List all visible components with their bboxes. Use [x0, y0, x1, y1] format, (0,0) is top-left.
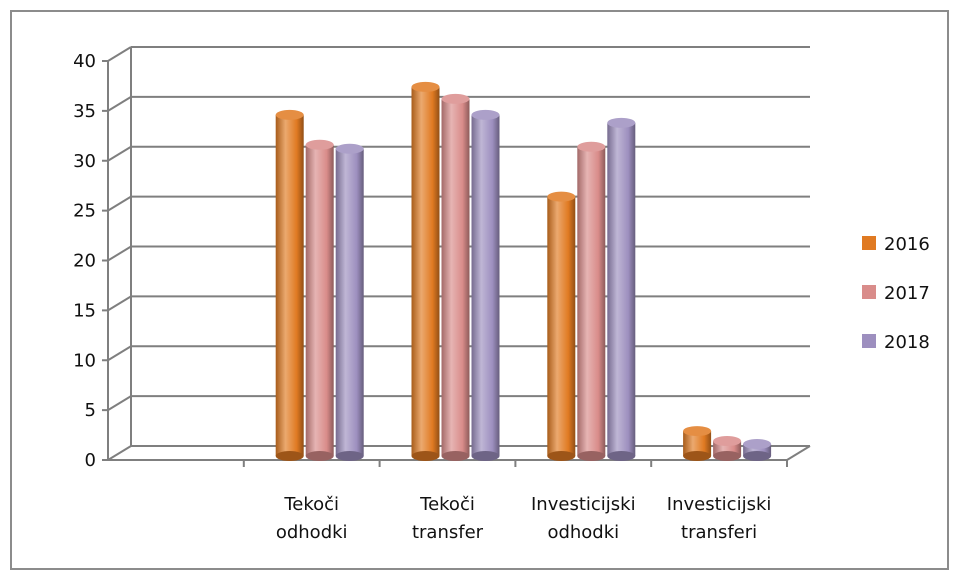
y-tick-label: 35: [73, 101, 96, 122]
gridline: [102, 295, 810, 312]
legend-swatch: [862, 236, 876, 250]
legend-item: 2017: [862, 283, 930, 304]
bar: [305, 139, 334, 461]
y-tick-label: 10: [73, 350, 96, 371]
gridline: [102, 46, 810, 62]
legend: 2016 2017 2018: [862, 234, 930, 353]
bar: [547, 191, 576, 461]
bar: [683, 426, 712, 461]
gridline: [102, 95, 810, 112]
y-tick-label: 5: [85, 400, 96, 421]
x-category-label: Tekoči transfer: [412, 494, 484, 543]
legend-label: 2018: [884, 332, 930, 353]
bar: [577, 141, 606, 461]
y-tick-labels: 0 5 10 15 20 25 30 35 40: [73, 51, 96, 471]
gridline: [102, 345, 810, 362]
bar: [743, 439, 772, 461]
legend-label: 2017: [884, 283, 930, 304]
bar: [713, 436, 742, 461]
y-tick-label: 25: [73, 201, 96, 222]
x-category-label-line: Tekoči: [283, 494, 339, 515]
legend-swatch: [862, 285, 876, 299]
legend-swatch: [862, 334, 876, 348]
bar: [441, 93, 470, 461]
legend-item: 2018: [862, 332, 930, 353]
x-category-label-line: odhodki: [276, 522, 348, 543]
x-category-label: Investicijski odhodki: [531, 494, 636, 543]
y-tick-label: 20: [73, 251, 96, 272]
bar: [335, 143, 364, 461]
x-category-label-line: odhodki: [547, 522, 619, 543]
gridline: [102, 195, 810, 212]
x-category-labels: Tekoči odhodki Tekoči transfer Investicijski…: [276, 494, 772, 543]
y-tick-label: 15: [73, 300, 96, 321]
x-category-label-line: Investicijski: [531, 494, 636, 515]
x-category-label: Tekoči odhodki: [276, 494, 348, 543]
x-category-label-line: transfer: [412, 522, 484, 543]
x-category-label-line: Tekoči: [419, 494, 475, 515]
x-category-label-line: transferi: [681, 522, 757, 543]
y-tick-label: 30: [73, 151, 96, 172]
y-tick-label: 40: [73, 51, 96, 72]
x-category-label-line: Investicijski: [667, 494, 772, 515]
legend-label: 2016: [884, 234, 930, 255]
bar: [607, 117, 636, 461]
gridline: [102, 245, 810, 262]
gridline: [102, 395, 810, 412]
bar: [471, 109, 500, 461]
bars: [275, 81, 772, 461]
legend-item: 2016: [862, 234, 930, 255]
gridline: [102, 145, 810, 162]
y-tick-label: 0: [85, 450, 96, 471]
bar: [411, 81, 440, 461]
bar: [275, 109, 304, 461]
x-category-label: Investicijski transferi: [667, 494, 772, 543]
